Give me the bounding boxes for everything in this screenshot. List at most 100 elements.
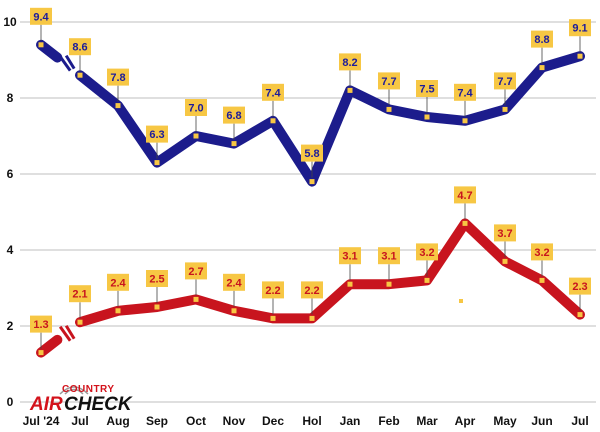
x-tick-label: Jul [571,414,588,428]
data-point-marker [386,281,392,287]
x-tick-label: Feb [378,414,399,428]
data-point-marker [77,319,83,325]
x-tick-label: May [493,414,517,428]
data-label-box [301,144,323,162]
data-label-box [531,30,553,48]
data-label: 9.4 [33,11,49,23]
data-label-box [416,80,438,97]
logo-country-text: COUNTRY [62,384,115,395]
data-label: 7.7 [381,76,396,88]
data-label: 7.4 [457,87,473,99]
axis-break-marker [58,325,72,342]
data-point-marker [462,118,468,124]
x-tick-label: Sep [146,414,168,428]
data-label-box [69,285,91,303]
series-line-start [36,39,63,63]
data-label-box [146,270,168,287]
y-tick-label: 8 [7,91,14,105]
data-label: 2.5 [149,274,164,286]
data-label: 3.1 [342,251,357,263]
x-tick-label: Jul '24 [23,414,60,428]
data-point-marker [577,53,583,59]
data-label-box [30,7,52,25]
data-label-box [185,99,207,116]
data-point-marker [462,220,468,226]
data-label-box [185,262,207,280]
data-point-marker [577,312,583,318]
data-label: 7.0 [188,103,203,115]
data-label-box [531,243,553,261]
data-point-marker [347,87,353,93]
data-label-box [69,38,91,56]
data-point-marker [386,106,392,112]
data-label: 2.2 [304,285,319,297]
y-tick-label: 2 [7,319,14,333]
data-label-box [223,273,245,291]
x-tick-label: Jun [531,414,552,428]
x-tick-label: Jul [71,414,88,428]
y-tick-label: 4 [7,243,14,257]
data-point-marker [77,72,83,78]
axis-break-marker [64,324,76,340]
x-tick-label: Hol [302,414,321,428]
data-point-marker [502,106,508,112]
data-label: 2.4 [110,277,126,289]
y-tick-label: 0 [7,395,14,409]
data-label: 3.1 [381,251,396,263]
data-label-box [494,224,516,242]
axis-break-marker [64,54,76,70]
data-label: 2.2 [265,285,280,297]
data-label-box [416,243,438,261]
data-label: 1.3 [33,319,48,331]
data-label-box [569,19,591,37]
data-point-marker [424,277,430,283]
data-point-marker [193,296,199,302]
data-label-box [569,277,591,295]
stray-marker [459,299,463,303]
logo-check-text: CHECK [64,394,132,415]
data-label-box [339,53,361,71]
data-label: 6.3 [149,129,164,141]
data-point-marker [539,65,545,71]
data-label: 8.2 [342,57,357,69]
data-label: 6.8 [226,110,241,122]
data-label-box [107,273,129,291]
data-label-box [339,247,361,265]
data-point-marker [502,258,508,264]
data-point-marker [309,315,315,321]
data-label: 7.8 [110,72,125,84]
data-label-box [146,125,168,143]
data-label-box [454,186,476,204]
data-label-box [378,72,400,90]
data-label-box [301,281,323,299]
x-tick-label: Aug [106,414,129,428]
data-label: 8.6 [72,42,87,54]
x-tick-label: Jan [340,414,361,428]
data-point-marker [38,42,44,48]
data-point-marker [270,118,276,124]
data-point-marker [154,160,160,166]
data-point-marker [154,304,160,310]
data-point-marker [309,179,315,185]
data-label: 3.2 [419,247,434,259]
data-point-marker [115,103,121,109]
data-label: 8.8 [534,34,549,46]
series-line-start [36,334,63,358]
data-point-marker [270,315,276,321]
data-point-marker [193,133,199,139]
x-tick-label: Mar [416,414,438,428]
country-aircheck-logo: COUNTRY AIR CHECK [30,382,134,415]
data-label: 7.7 [497,76,512,88]
data-label-box [494,72,516,90]
x-tick-label: Nov [223,414,246,428]
x-tick-label: Oct [186,414,206,428]
series-line [75,51,585,187]
data-label: 2.1 [72,289,87,301]
data-label: 5.8 [304,148,319,160]
data-point-marker [38,350,44,356]
data-label: 4.7 [457,190,472,202]
axis-break-marker [58,55,72,72]
data-point-marker [347,281,353,287]
data-label-box [262,281,284,299]
